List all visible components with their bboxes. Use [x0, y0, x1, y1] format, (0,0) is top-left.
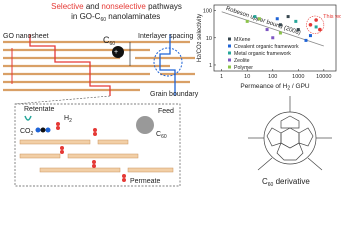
label-part: 60 [110, 41, 116, 47]
zoom-box [14, 103, 181, 187]
label-part: selectivity [197, 14, 203, 42]
point [286, 15, 290, 19]
y-tick-label: 10 [206, 36, 212, 42]
label-part: 2 [287, 86, 290, 92]
label: CO2 [20, 128, 34, 137]
label-part: / GPU [290, 83, 310, 90]
label: H2 [64, 115, 72, 124]
x-axis-label: Permeance of H2 / GPU [240, 83, 310, 92]
y-tick-label: 100 [203, 9, 212, 15]
x-tick-label: 1000 [292, 74, 304, 80]
point [275, 17, 279, 21]
legend-label: Metal organic framework [234, 51, 291, 57]
x-tick-label: 10 [244, 74, 250, 80]
plus: + [114, 49, 118, 56]
point [278, 23, 282, 27]
legend-label: Covalent organic framework [234, 44, 299, 50]
label-part: 2 [31, 131, 34, 137]
co2-molecules [35, 127, 51, 133]
c60-ball [112, 46, 124, 58]
h2-molecules [56, 122, 126, 182]
label: GO nanosheet [3, 33, 49, 40]
label-part: 60 [268, 182, 274, 188]
y-tick-label: 1 [209, 63, 212, 69]
label: Retentate [24, 106, 54, 113]
legend-marker [228, 37, 231, 41]
highlight-point [308, 22, 313, 27]
retentate-arrow [24, 115, 32, 121]
selective-path [29, 34, 111, 96]
point [296, 28, 300, 32]
point [294, 19, 298, 23]
title-part: Selective [51, 2, 84, 11]
title-line1: Selective and nonselective pathways [40, 2, 189, 11]
legend-marker [228, 51, 231, 55]
point [257, 17, 261, 21]
label-part: 2 [69, 118, 72, 124]
label-part: /CO [197, 44, 203, 55]
x-tick-label: 10000 [316, 74, 331, 80]
label: C60 derivative [262, 177, 310, 188]
highlight-label: This work [323, 14, 341, 20]
legend-label: Polymer [234, 65, 253, 71]
zoom-line [14, 95, 111, 105]
label-part: CO [20, 128, 31, 135]
label-part: H [64, 115, 69, 122]
point [278, 31, 282, 35]
legend-label: MXene [234, 37, 251, 43]
legend-label: Zeolite [234, 58, 250, 64]
x-tick-label: 100 [268, 74, 277, 80]
legend-marker [228, 58, 231, 62]
label-part: H [197, 58, 203, 62]
point [304, 38, 308, 42]
plot-frame [213, 4, 337, 72]
x-tick-label: 1 [220, 74, 223, 80]
highlight-point [318, 27, 322, 32]
title-part: 60 [100, 17, 106, 23]
highlight-point [314, 18, 318, 22]
point [314, 25, 318, 29]
graphic: Selective and nonselective pathways in G… [3, 2, 341, 188]
title-part: and [84, 2, 102, 11]
label-part: 2 [197, 55, 203, 58]
label-part: C [262, 177, 268, 186]
title-part: nanolaminates [106, 12, 160, 21]
label-part: 60 [161, 134, 167, 140]
point [253, 15, 257, 19]
point [308, 34, 312, 38]
legend-marker [228, 65, 231, 69]
title-part: in GO-C [71, 12, 101, 21]
label-part: Permeance of H [240, 83, 287, 90]
c60-derivative [248, 96, 332, 171]
point [265, 28, 269, 32]
label-part: C [103, 35, 110, 45]
grain-circle [153, 47, 183, 77]
c60-zoom-ball [136, 116, 154, 134]
label: Permeate [130, 178, 160, 185]
point [245, 19, 249, 23]
label-part: 2 [197, 41, 203, 44]
label: Grain boundary [150, 91, 199, 98]
label: Feed [158, 108, 174, 115]
title-line2: in GO-C60 nanolaminates [60, 12, 167, 23]
title-part: nonselective [101, 2, 146, 11]
title-part: pathways [146, 2, 182, 11]
label: Interlayer spacing [138, 33, 193, 40]
upper-bound-label: Robeson upper bound (2008) [225, 6, 301, 37]
label: C60 [103, 35, 115, 47]
y-axis-label: H2/CO2 selectivity [197, 14, 203, 62]
label-part: derivative [273, 177, 310, 186]
label-part: C [156, 131, 161, 138]
nanolaminate-layers [3, 40, 195, 92]
label: C60 [156, 131, 167, 140]
zoom-layers [19, 139, 174, 173]
point [271, 36, 275, 40]
legend-marker [228, 44, 231, 48]
highlight-ring [306, 15, 325, 34]
